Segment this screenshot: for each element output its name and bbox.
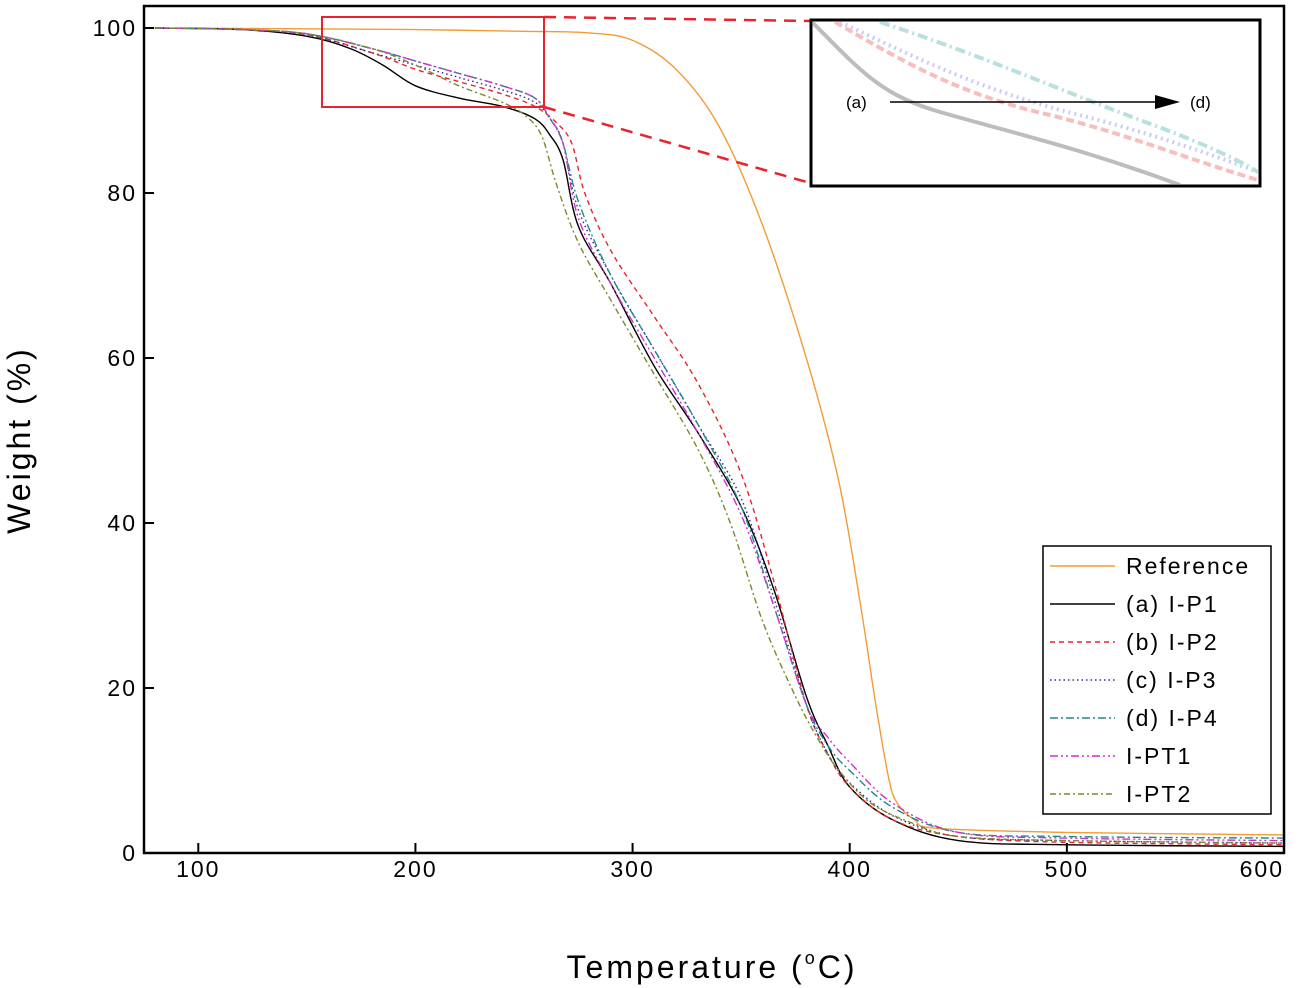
inset-end-label: (d) xyxy=(1190,93,1211,112)
x-tick-label: 300 xyxy=(610,856,654,882)
y-tick-label: 20 xyxy=(107,675,137,701)
legend-label-c-i-p3: (c) I-P3 xyxy=(1126,667,1217,693)
zoom-connector-top xyxy=(543,15,811,23)
x-axis: 100 200 300 400 500 600 xyxy=(176,843,1285,882)
legend-label-i-pt2: I-PT2 xyxy=(1126,781,1192,807)
series-line-reference xyxy=(154,27,1285,836)
legend-label-a-i-p1: (a) I-P1 xyxy=(1126,591,1219,617)
x-tick-label: 500 xyxy=(1045,856,1089,882)
y-axis: 0 20 40 60 80 100 xyxy=(93,15,154,866)
inset-curve-d xyxy=(879,22,1258,174)
series-line-c-i-p3 xyxy=(154,27,1285,844)
y-axis-title: Weight (%) xyxy=(1,346,37,534)
zoom-region xyxy=(321,16,545,108)
x-tick-label: 600 xyxy=(1240,856,1284,882)
legend-box xyxy=(1042,545,1272,815)
series-line-b-i-p2 xyxy=(154,27,1285,846)
inset-curve-b xyxy=(833,22,1258,182)
inset-start-label: (a) xyxy=(846,93,867,112)
series-curves xyxy=(154,27,1285,848)
y-tick-label: 100 xyxy=(93,15,137,41)
y-tick-label: 60 xyxy=(107,345,137,371)
legend-label-d-i-p4: (d) I-P4 xyxy=(1126,705,1219,731)
inset-zoom: (a) (d) xyxy=(809,18,1262,188)
legend-label-reference: Reference xyxy=(1126,553,1250,579)
legend-label-b-i-p2: (b) I-P2 xyxy=(1126,629,1219,655)
x-axis-title: Temperature (oC) xyxy=(567,948,858,985)
y-tick-label: 40 xyxy=(107,510,137,536)
inset-curve-a xyxy=(813,22,1181,184)
legend: Reference (a) I-P1 (b) I-P2 (c) I-P3 (d) I-P… xyxy=(1042,545,1272,815)
x-tick-label: 100 xyxy=(176,856,220,882)
x-tick-label: 200 xyxy=(393,856,437,882)
legend-items: Reference (a) I-P1 (b) I-P2 (c) I-P3 (d) I-P… xyxy=(1050,553,1250,807)
y-tick-label: 0 xyxy=(122,840,137,866)
zoom-connector-bottom xyxy=(543,105,811,185)
inset-arrow-head xyxy=(1155,95,1180,109)
plot-frame xyxy=(142,4,1286,855)
x-tick-label: 400 xyxy=(828,856,872,882)
y-tick-label: 80 xyxy=(107,180,137,206)
series-line-i-pt1 xyxy=(154,27,1285,842)
legend-label-i-pt1: I-PT1 xyxy=(1126,743,1192,769)
